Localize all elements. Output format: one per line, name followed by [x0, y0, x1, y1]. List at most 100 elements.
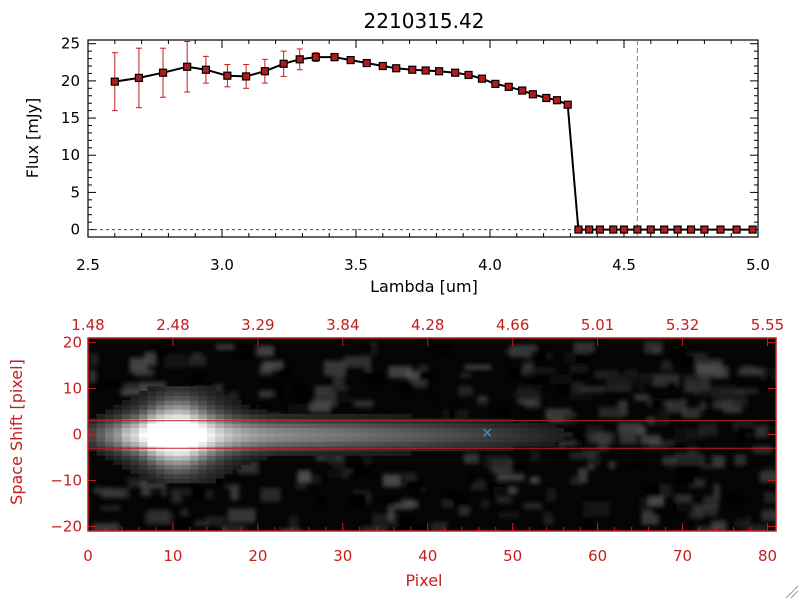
trace-pixel — [189, 436, 200, 442]
trace-pixel — [130, 455, 140, 461]
noise-hole — [315, 411, 332, 417]
trace-pixel — [130, 441, 140, 447]
trace-pixel — [155, 404, 166, 410]
trace-pixel — [359, 450, 369, 456]
trace-pixel — [223, 464, 233, 470]
trace-pixel — [283, 441, 293, 447]
trace-pixel — [138, 423, 149, 429]
trace-pixel — [198, 404, 208, 410]
noise-hole — [149, 487, 164, 498]
trace-pixel — [427, 427, 437, 433]
trace-pixel — [147, 386, 157, 392]
spectrum-y-tick-label: 5 — [70, 183, 80, 201]
trace-pixel — [130, 432, 140, 438]
trace-pixel — [138, 464, 149, 470]
noise-patch — [387, 505, 395, 521]
trace-pixel — [444, 427, 454, 433]
trace-pixel — [96, 427, 106, 433]
trace-pixel — [563, 432, 573, 438]
trace-pixel — [487, 441, 497, 447]
noise-hole — [351, 467, 370, 476]
trace-pixel — [181, 450, 191, 456]
trace-pixel — [478, 423, 488, 429]
trace-pixel — [359, 436, 369, 442]
trace-pixel — [215, 395, 225, 401]
trace-pixel — [181, 459, 191, 465]
noise-hole — [489, 482, 510, 496]
trace-pixel — [130, 436, 140, 442]
data-point — [158, 68, 168, 77]
image-y-tick-label: −20 — [50, 517, 82, 535]
noise-patch — [260, 487, 281, 502]
data-point — [609, 225, 618, 234]
trace-pixel — [113, 423, 123, 429]
spectrum-x-tick-label: 4.0 — [478, 256, 502, 274]
trace-pixel — [249, 427, 259, 433]
trace-pixel — [495, 436, 505, 442]
trace-pixel — [172, 478, 183, 484]
trace-pixel — [257, 409, 267, 415]
noise-hole — [448, 408, 456, 420]
trace-pixel — [376, 413, 386, 420]
spectrum-x-tick-label: 5.0 — [746, 256, 770, 274]
noise-hole — [574, 432, 585, 444]
trace-pixel — [198, 400, 208, 406]
trace-pixel — [495, 427, 505, 433]
trace-pixel — [512, 436, 522, 442]
data-point — [201, 65, 211, 74]
trace-pixel — [206, 441, 217, 447]
image-x-tick-label: 80 — [758, 547, 777, 565]
trace-pixel — [538, 432, 548, 438]
noise-patch — [458, 386, 473, 397]
trace-pixel — [164, 427, 174, 433]
trace-pixel — [470, 441, 480, 447]
trace-pixel — [283, 436, 293, 442]
noise-patch — [545, 518, 554, 523]
trace-pixel — [232, 459, 242, 465]
image-top-tick-label: 5.32 — [666, 316, 699, 334]
trace-pixel — [266, 432, 276, 438]
trace-pixel — [402, 413, 412, 420]
noise-patch — [598, 406, 623, 418]
noise-patch — [597, 436, 610, 452]
trace-pixel — [368, 413, 378, 420]
trace-pixel — [88, 441, 98, 447]
trace-pixel — [393, 450, 403, 456]
noise-hole — [365, 371, 384, 384]
trace-pixel — [402, 432, 412, 438]
image-top-wavelength-ticks: 1.48 2.48 3.29 3.84 4.28 4.66 5.01 5.32 5.55 — [71, 316, 784, 346]
image-top-tick-label: 3.29 — [241, 316, 274, 334]
data-point — [295, 55, 304, 64]
trace-pixel — [223, 409, 233, 415]
noise-patch — [742, 523, 768, 531]
trace-pixel — [198, 450, 208, 456]
trace-pixel — [189, 390, 200, 397]
trace-pixel — [138, 400, 149, 406]
noise-hole — [669, 358, 677, 366]
data-point — [491, 79, 500, 88]
trace-pixel — [249, 413, 259, 420]
trace-pixel — [172, 464, 183, 470]
trace-pixel — [164, 459, 174, 465]
trace-pixel — [206, 468, 217, 475]
trace-pixel — [147, 455, 157, 461]
noise-patch — [666, 398, 687, 413]
trace-pixel — [164, 395, 174, 401]
trace-pixel — [342, 450, 352, 456]
trace-pixel — [147, 436, 157, 442]
trace-pixel — [215, 464, 225, 470]
trace-pixel — [504, 441, 514, 447]
noise-hole — [397, 382, 416, 392]
trace-pixel — [223, 400, 233, 406]
trace-pixel — [181, 400, 191, 406]
noise-patch — [619, 431, 638, 445]
noise-patch — [372, 513, 399, 527]
noise-patch — [587, 465, 595, 470]
resize-grip-icon[interactable] — [785, 585, 799, 599]
noise-hole — [361, 345, 373, 352]
noise-patch — [569, 394, 593, 401]
noise-patch — [583, 501, 611, 517]
noise-patch — [636, 382, 645, 389]
trace-pixel — [147, 468, 157, 475]
